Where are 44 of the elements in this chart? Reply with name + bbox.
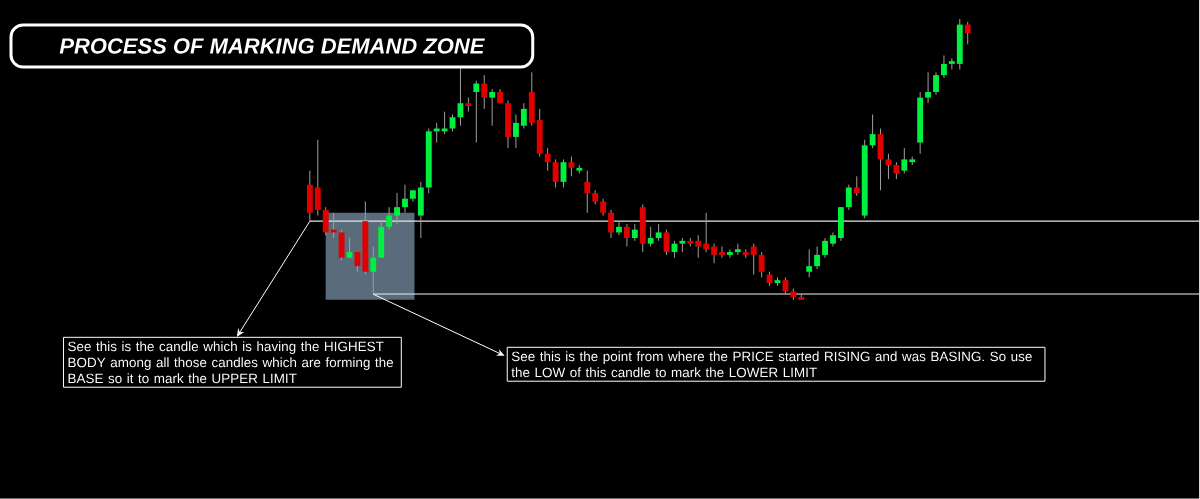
candlestick: [402, 184, 408, 214]
candlestick: [489, 88, 496, 127]
candlestick: [584, 170, 591, 214]
candlestick: [481, 74, 488, 110]
candlestick: [473, 80, 480, 144]
candlestick: [814, 246, 821, 270]
candlestick: [616, 220, 622, 236]
candlestick: [513, 114, 519, 149]
candlestick: [734, 243, 741, 256]
candlestick: [370, 246, 377, 295]
candlestick: [845, 184, 852, 211]
candlestick: [964, 21, 971, 45]
candlestick: [568, 156, 575, 177]
text: See this is the point from where the PRICE started RISING and was BASING. So use the LOW of this candle to mark the LOWER LIMIT: [511, 351, 1032, 378]
candlestick: [806, 248, 813, 278]
candlestick: [727, 248, 733, 259]
candlestick: [901, 147, 908, 175]
candlestick: [719, 246, 725, 259]
candlestick: [386, 206, 393, 231]
candlestick: [933, 71, 939, 96]
candlestick: [822, 237, 828, 259]
candlestick: [394, 192, 400, 225]
candlestick: [869, 114, 876, 149]
candlestick: [711, 243, 718, 264]
candlestick: [322, 206, 329, 236]
candlestick: [941, 55, 947, 79]
candlestick: [520, 102, 527, 130]
candlestick: [758, 251, 765, 278]
candlestick: [544, 147, 551, 172]
candlestick: [925, 71, 932, 104]
candlestick: [948, 57, 955, 71]
candlestick: [750, 243, 757, 276]
candlestick: [703, 212, 710, 253]
candlestick: [608, 209, 614, 239]
candlestick: [695, 234, 702, 259]
text: PROCESS OF MARKING DEMAND ZONE: [59, 38, 485, 54]
text: See this is the candle which is having the HIGHEST BODY among all those candles which are forming the BASE so it to mark the UPPER LIMIT: [68, 341, 394, 384]
candlestick: [346, 237, 353, 259]
candlestick: [354, 251, 361, 273]
candlestick: [314, 139, 321, 217]
candlestick: [885, 153, 892, 180]
candlestick: [623, 223, 630, 248]
candlestick: [853, 175, 860, 197]
candlestick: [647, 226, 654, 248]
